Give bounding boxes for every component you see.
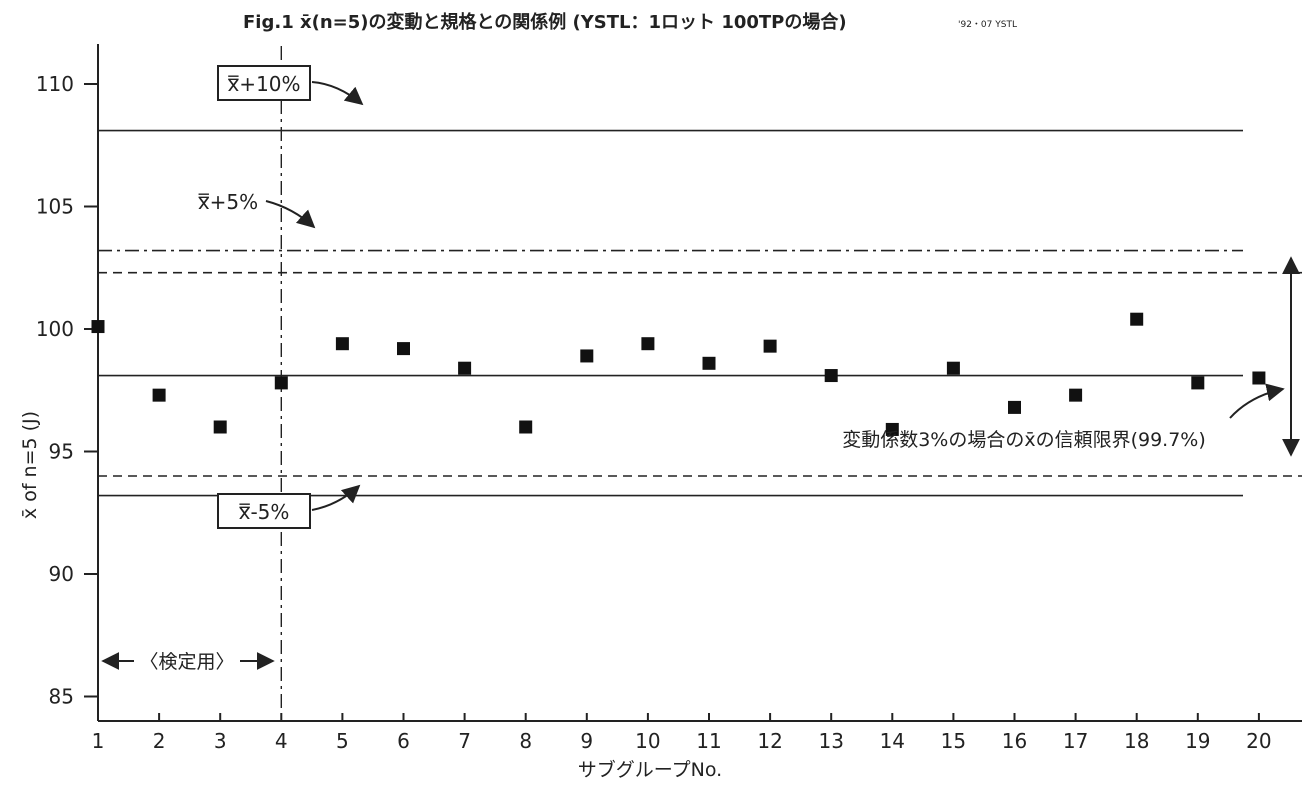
data-point (824, 369, 838, 383)
y-tick-label: 85 (49, 685, 74, 709)
x-tick-label: 12 (757, 729, 782, 753)
chart-title: Fig.1 x̄(n=5)の変動と規格との関係例 (YSTL：1ロット 100T… (243, 11, 847, 33)
calibration-label-bg (134, 648, 240, 674)
data-point (1252, 371, 1266, 385)
data-point (1130, 312, 1144, 326)
data-point (397, 342, 410, 356)
data-point (702, 356, 716, 370)
arrow-plus5 (265, 200, 316, 229)
data-points (91, 312, 1266, 436)
x-tick-label: 13 (818, 729, 843, 753)
data-point (152, 388, 166, 402)
x-tick-label: 8 (519, 729, 532, 753)
data-point (519, 420, 533, 434)
label-box-plus10 (217, 65, 311, 101)
y-axis-label: x̄ of n=5 (J) (19, 411, 41, 519)
x-tick-label: 16 (1002, 729, 1027, 753)
x-tick-label: 10 (635, 729, 660, 753)
x-tick-label: 15 (941, 729, 966, 753)
x-tick-label: 3 (214, 729, 227, 753)
y-tick-label: 105 (36, 195, 74, 219)
label-minus5: x̿-5% (239, 500, 290, 524)
arrow-plus10 (311, 81, 364, 106)
x-axis-ticks: 1 2 3 4 5 6 7 8 9 10 11 12 13 14 15 16 17 18 19 20 (92, 713, 1272, 753)
data-point (213, 420, 227, 434)
x-axis-label: サブグループNo. (578, 758, 722, 781)
x-tick-label: 18 (1124, 729, 1149, 753)
confidence-label: 変動係数3%の場合のx̄の信頼限界(99.7%) (842, 429, 1206, 451)
data-point (885, 422, 899, 436)
label-plus10: x̿+10% (227, 72, 300, 96)
x-tick-label: 17 (1063, 729, 1088, 753)
chart-credit: '92・07 YSTL (958, 20, 1017, 30)
label-box-minus5 (217, 493, 311, 529)
confidence-pointer-arrow (1229, 383, 1285, 419)
x-tick-label: 7 (458, 729, 471, 753)
x-tick-label: 14 (880, 729, 905, 753)
data-point (763, 339, 777, 353)
y-tick-label: 100 (36, 317, 74, 341)
y-axis-ticks: 85 90 95 100 105 110 (36, 72, 98, 709)
y-tick-label: 110 (36, 72, 74, 96)
x-tick-label: 20 (1246, 729, 1271, 753)
x-tick-label: 6 (397, 729, 410, 753)
data-point (1008, 400, 1021, 414)
data-point (1191, 376, 1205, 390)
data-point (641, 337, 655, 351)
label-plus5: x̿+5% (198, 190, 258, 214)
data-point (458, 361, 472, 375)
x-tick-label: 2 (153, 729, 166, 753)
calibration-label: 〈検定用〉 (139, 651, 234, 673)
x-tick-label: 1 (92, 729, 105, 753)
data-point (946, 361, 960, 375)
data-point (1069, 388, 1083, 402)
y-tick-label: 90 (49, 562, 74, 586)
x-tick-label: 9 (580, 729, 593, 753)
data-point (580, 349, 594, 363)
x-tick-label: 4 (275, 729, 288, 753)
data-point (274, 376, 288, 390)
data-point (91, 320, 105, 334)
x-tick-label: 11 (696, 729, 721, 753)
x-tick-label: 5 (336, 729, 349, 753)
x-tick-label: 19 (1185, 729, 1210, 753)
arrow-minus5 (311, 484, 361, 511)
y-tick-label: 95 (49, 440, 74, 464)
data-point (335, 337, 349, 351)
